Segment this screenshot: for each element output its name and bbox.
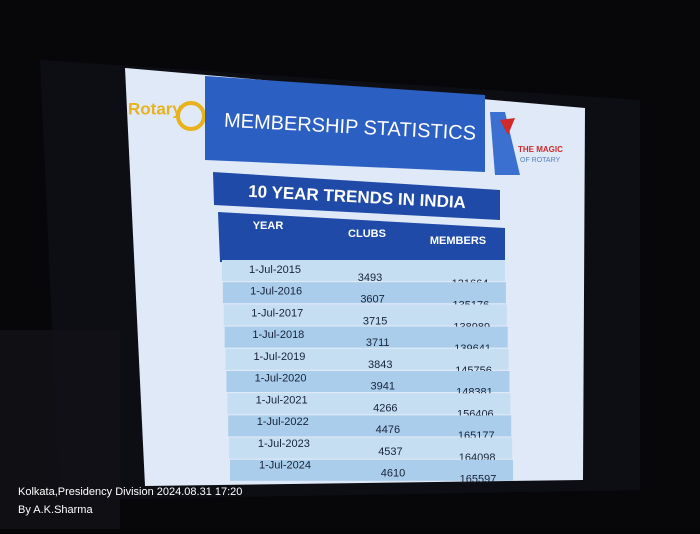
cell: 1-Jul-2021 — [256, 394, 308, 406]
logo-text: Rotary — [128, 99, 182, 118]
cell: 3493 — [358, 272, 382, 284]
cell: 4476 — [376, 424, 400, 436]
cell: 1-Jul-2019 — [253, 351, 305, 363]
watermark: By A.K.Sharma — [18, 504, 93, 516]
cell: 1-Jul-2018 — [252, 329, 304, 341]
cell: 3843 — [368, 359, 392, 371]
cell: 165597 — [460, 474, 497, 486]
cell: 1-Jul-2017 — [251, 307, 303, 319]
watermark: Kolkata,Presidency Division 2024.08.31 1… — [18, 486, 242, 498]
cell: 1-Jul-2016 — [250, 286, 302, 298]
cell: 4266 — [373, 402, 397, 414]
cell: 4537 — [378, 446, 402, 458]
cell: 3941 — [371, 381, 395, 393]
cell: 3711 — [366, 337, 390, 349]
cell: 1-Jul-2024 — [259, 460, 311, 472]
cell: 1-Jul-2015 — [249, 264, 301, 276]
cell: 3607 — [360, 294, 384, 306]
cell: 1-Jul-2020 — [255, 373, 307, 385]
photo: Rotary MEMBERSHIP STATISTICS THE MAGIC O… — [0, 0, 700, 529]
cell: 1-Jul-2022 — [257, 416, 309, 428]
cell: 4610 — [381, 468, 405, 480]
header-cell: CLUBS — [348, 228, 386, 240]
badge-line: OF ROTARY — [520, 157, 561, 164]
header-cell: YEAR — [253, 220, 284, 232]
audience-shadow — [0, 330, 120, 529]
cell: 3715 — [363, 315, 387, 327]
cell: 1-Jul-2023 — [258, 438, 310, 450]
header-cell: MEMBERS — [430, 235, 486, 247]
badge-line: THE MAGIC — [518, 145, 563, 154]
